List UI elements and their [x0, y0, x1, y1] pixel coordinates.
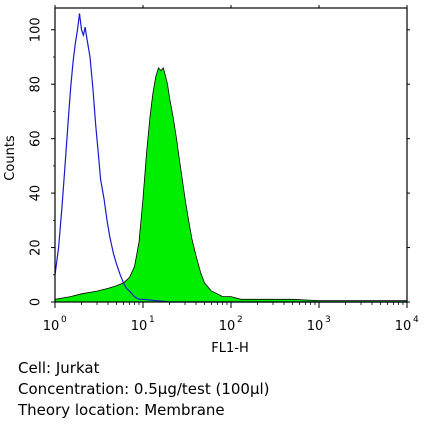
x-tick-label: 10: [307, 319, 324, 334]
x-tick-exponent: 1: [149, 315, 155, 325]
y-tick-label: 80: [29, 76, 44, 93]
x-tick-exponent: 3: [325, 315, 331, 325]
y-tick-label: 20: [29, 239, 44, 256]
x-tick-exponent: 2: [237, 315, 243, 325]
y-axis: 0 20 40 60 80 100: [29, 17, 410, 306]
plot-area: [54, 7, 408, 303]
x-tick-label: 10: [219, 319, 236, 334]
x-axis-title: FL1-H: [211, 341, 248, 356]
x-tick-label: 10: [43, 319, 60, 334]
y-tick-label: 60: [29, 130, 44, 147]
x-tick-exponent: 0: [61, 315, 67, 325]
y-tick-label: 40: [29, 185, 44, 202]
plot-frame: [54, 7, 408, 303]
caption-location: Theory location: Membrane: [18, 401, 225, 419]
y-tick-label: 100: [29, 17, 44, 42]
x-tick-label: 10: [131, 319, 148, 334]
figure-caption: Cell: Jurkat Concentration: 0.5μg/test (…: [18, 358, 418, 421]
control-histogram-series: [54, 13, 407, 303]
x-tick-exponent: 4: [413, 315, 419, 325]
stained-histogram-series: [54, 67, 408, 303]
x-tick-label: 10: [395, 319, 412, 334]
caption-concentration: Concentration: 0.5μg/test (100μl): [18, 380, 270, 398]
y-axis-title: Counts: [3, 135, 18, 181]
y-tick-label: 0: [29, 298, 44, 306]
caption-cell: Cell: Jurkat: [18, 359, 100, 377]
x-axis: 10 0 10 1 10 2 10 3 10 4: [43, 5, 419, 334]
